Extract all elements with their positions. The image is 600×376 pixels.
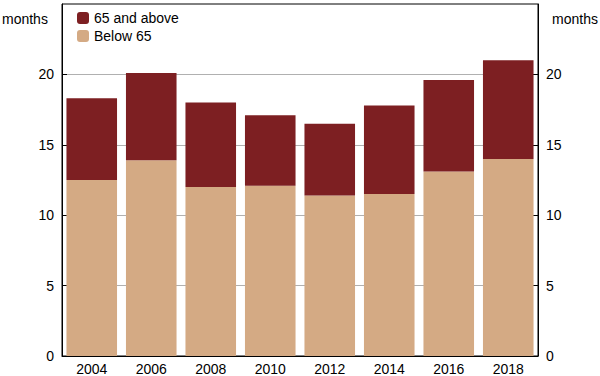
svg-text:2012: 2012 bbox=[314, 361, 345, 376]
svg-text:2018: 2018 bbox=[493, 361, 524, 376]
svg-text:65 and above: 65 and above bbox=[94, 10, 179, 26]
svg-text:0: 0 bbox=[546, 348, 554, 364]
svg-text:2008: 2008 bbox=[195, 361, 226, 376]
svg-text:15: 15 bbox=[546, 137, 562, 153]
svg-text:20: 20 bbox=[38, 66, 54, 82]
svg-text:2010: 2010 bbox=[255, 361, 286, 376]
svg-text:10: 10 bbox=[38, 207, 54, 223]
svg-text:5: 5 bbox=[46, 278, 54, 294]
svg-text:months: months bbox=[552, 11, 598, 27]
svg-text:15: 15 bbox=[38, 137, 54, 153]
svg-text:0: 0 bbox=[46, 348, 54, 364]
svg-text:2016: 2016 bbox=[433, 361, 464, 376]
svg-text:2014: 2014 bbox=[374, 361, 405, 376]
svg-text:10: 10 bbox=[546, 207, 562, 223]
svg-text:months: months bbox=[2, 11, 48, 27]
svg-text:Below 65: Below 65 bbox=[94, 28, 152, 44]
svg-text:20: 20 bbox=[546, 66, 562, 82]
svg-text:2006: 2006 bbox=[136, 361, 167, 376]
svg-text:5: 5 bbox=[546, 278, 554, 294]
svg-text:2004: 2004 bbox=[76, 361, 107, 376]
